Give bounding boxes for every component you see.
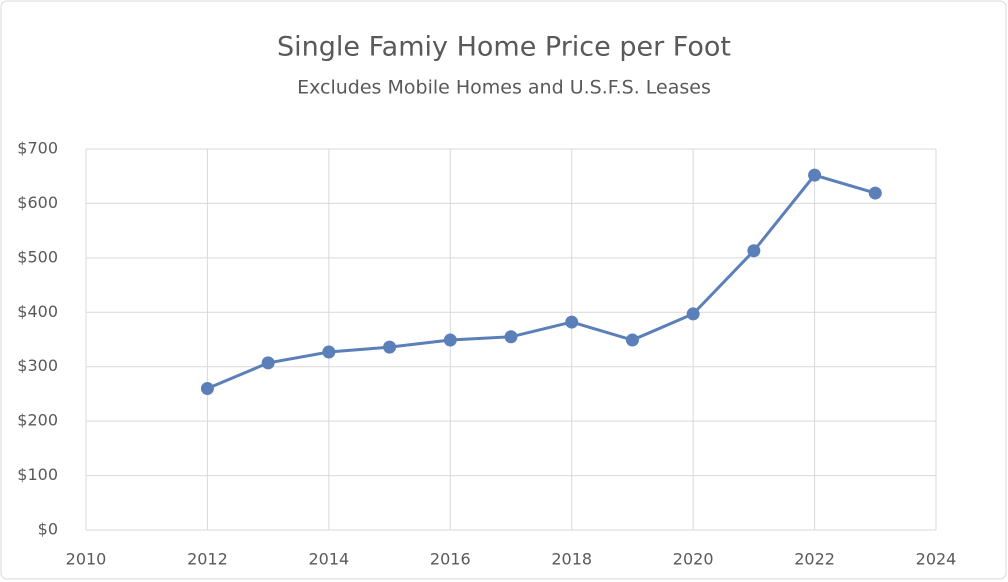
x-tick-label: 2014	[308, 550, 349, 569]
data-point	[443, 333, 457, 347]
x-tick-label: 2022	[794, 550, 835, 569]
data-point	[565, 315, 579, 329]
y-tick-label: $700	[17, 139, 58, 158]
data-point	[322, 345, 336, 359]
series-line	[206, 173, 876, 390]
x-tick-label: 2020	[673, 550, 714, 569]
y-tick-label: $200	[17, 411, 58, 430]
y-tick-label: $400	[17, 302, 58, 321]
y-tick-label: $500	[17, 247, 58, 266]
data-point	[383, 340, 397, 354]
y-tick-label: $300	[17, 356, 58, 375]
data-point	[625, 333, 639, 347]
data-point	[504, 330, 518, 344]
data-point	[747, 244, 761, 258]
data-point	[261, 356, 275, 370]
x-tick-label: 2018	[551, 550, 592, 569]
data-point	[200, 381, 214, 395]
x-tick-label: 2012	[187, 550, 228, 569]
data-point	[808, 168, 822, 182]
data-point	[868, 186, 882, 200]
x-tick-label: 2024	[916, 550, 957, 569]
y-tick-label: $600	[17, 193, 58, 212]
data-point	[686, 307, 700, 321]
chart-title: Single Famiy Home Price per Foot	[277, 32, 731, 63]
x-tick-label: 2016	[430, 550, 471, 569]
y-tick-label: $0	[38, 520, 58, 539]
x-tick-label: 2010	[66, 550, 107, 569]
y-tick-label: $100	[17, 465, 58, 484]
chart-subtitle: Excludes Mobile Homes and U.S.F.S. Lease…	[297, 77, 711, 99]
